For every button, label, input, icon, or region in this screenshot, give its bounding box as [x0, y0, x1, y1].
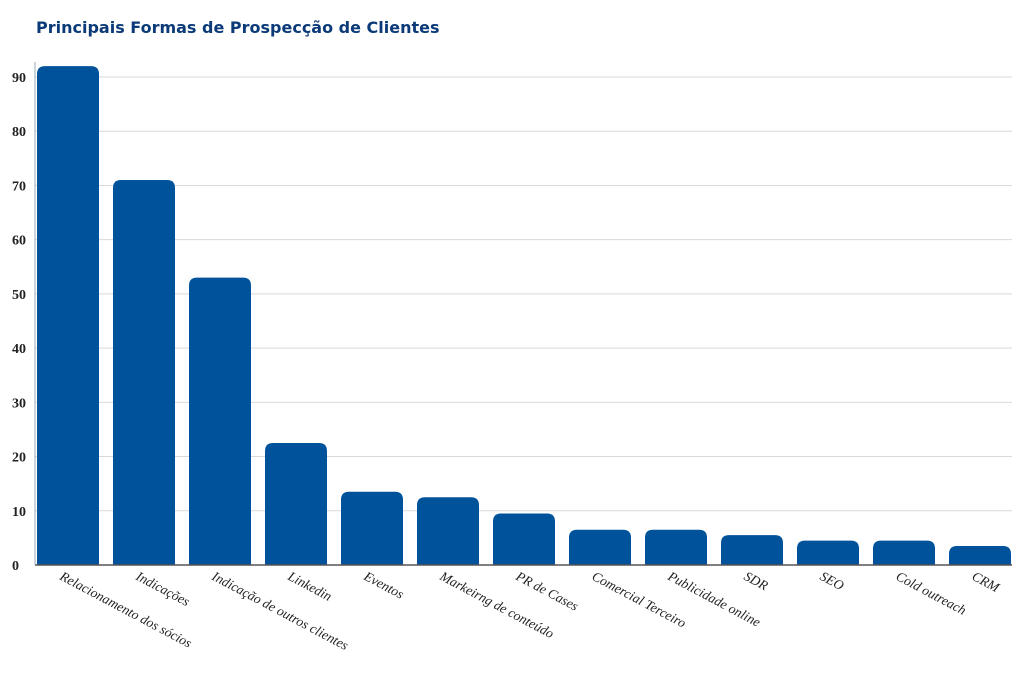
y-tick-label: 30: [12, 396, 26, 411]
bar: [113, 180, 175, 565]
bar: [417, 497, 479, 565]
bar: [949, 546, 1011, 565]
bar: [189, 277, 251, 565]
y-tick-label: 20: [12, 451, 26, 466]
bar: [493, 513, 555, 565]
bar: [721, 535, 783, 565]
y-tick-label: 90: [12, 71, 26, 86]
x-tick-label: PR de Cases: [513, 568, 581, 614]
x-tick-label: SEO: [818, 568, 847, 593]
bar: [341, 491, 403, 565]
y-tick-label: 40: [12, 342, 26, 357]
y-tick-label: 70: [12, 179, 26, 194]
x-tick-label: CRM: [970, 568, 1003, 595]
y-tick-label: 50: [12, 288, 26, 303]
y-tick-label: 60: [12, 234, 26, 249]
chart-title: Principais Formas de Prospecção de Clien…: [36, 18, 440, 37]
y-tick-label: 10: [12, 505, 26, 520]
y-tick-label: 80: [12, 125, 26, 140]
bar: [645, 529, 707, 565]
x-tick-label: Cold outreach: [894, 568, 969, 618]
bar: [569, 529, 631, 565]
bar: [37, 66, 99, 566]
bar: [265, 443, 327, 565]
x-tick-label: Relacionamento dos sócios: [57, 568, 195, 651]
x-tick-label: SDR: [742, 568, 772, 593]
x-tick-label: Indicações: [133, 568, 193, 609]
x-tick-label: Linkedin: [285, 568, 335, 604]
bar: [873, 540, 935, 565]
y-tick-label: 0: [12, 559, 19, 574]
bar: [797, 540, 859, 565]
x-tick-label: Indicação de outros clientes: [209, 568, 351, 653]
x-tick-label: Eventos: [361, 568, 407, 602]
